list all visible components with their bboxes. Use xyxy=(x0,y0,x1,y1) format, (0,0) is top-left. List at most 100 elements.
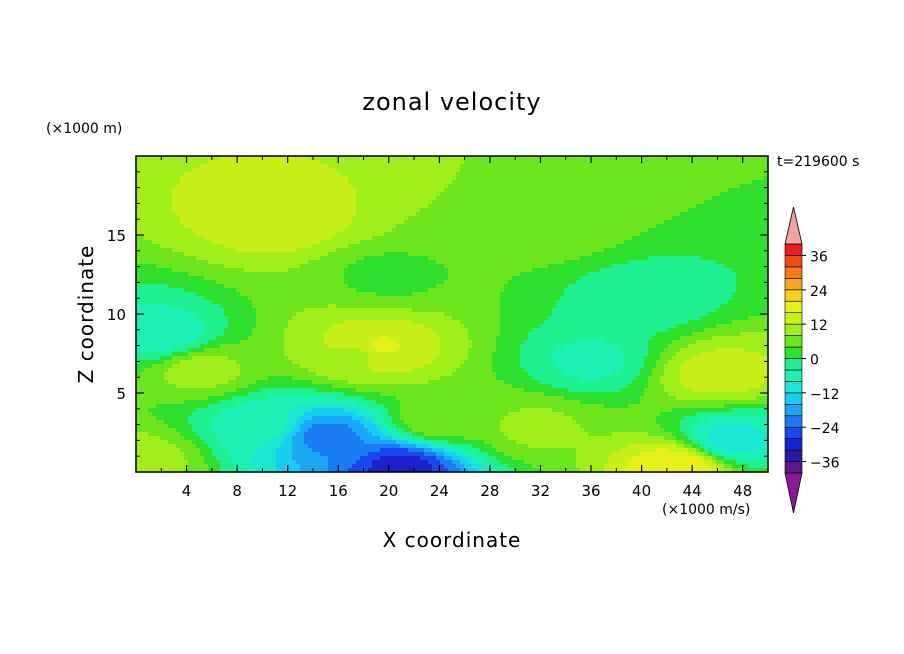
field-cell xyxy=(396,176,401,181)
field-cell xyxy=(488,268,493,273)
field-cell xyxy=(160,160,165,165)
field-cell xyxy=(560,256,565,261)
field-cell xyxy=(344,156,349,161)
field-cell xyxy=(580,216,585,221)
field-cell xyxy=(640,180,645,185)
field-cell xyxy=(360,208,365,213)
field-cell xyxy=(268,252,273,257)
field-cell xyxy=(492,216,497,221)
field-cell xyxy=(692,188,697,193)
field-cell xyxy=(700,228,705,233)
field-cell xyxy=(448,204,453,209)
field-cell xyxy=(332,224,337,229)
field-cell xyxy=(424,260,429,265)
field-cell xyxy=(444,236,449,241)
field-cell xyxy=(296,236,301,241)
field-cell xyxy=(372,188,377,193)
field-cell xyxy=(216,208,221,213)
field-cell xyxy=(460,196,465,201)
field-cell xyxy=(472,244,477,249)
field-cell xyxy=(288,220,293,225)
field-cell xyxy=(168,224,173,229)
field-cell xyxy=(448,176,453,181)
field-cell xyxy=(724,232,729,237)
field-cell xyxy=(724,180,729,185)
field-cell xyxy=(456,224,461,229)
field-cell xyxy=(356,160,361,165)
field-cell xyxy=(544,212,549,217)
field-cell xyxy=(676,172,681,177)
field-cell xyxy=(736,164,741,169)
field-cell xyxy=(584,208,589,213)
field-cell xyxy=(580,260,585,265)
field-cell xyxy=(388,168,393,173)
field-cell xyxy=(692,252,697,257)
field-cell xyxy=(632,212,637,217)
field-cell xyxy=(704,252,709,257)
field-cell xyxy=(688,208,693,213)
field-cell xyxy=(156,188,161,193)
field-cell xyxy=(292,184,297,189)
field-cell xyxy=(340,236,345,241)
field-cell xyxy=(564,264,569,269)
field-cell xyxy=(252,212,257,217)
field-cell xyxy=(664,248,669,253)
field-cell xyxy=(316,268,321,273)
field-cell xyxy=(204,172,209,177)
field-cell xyxy=(740,260,745,265)
field-cell xyxy=(528,180,533,185)
field-cell xyxy=(256,244,261,249)
field-cell xyxy=(664,236,669,241)
field-cell xyxy=(692,240,697,245)
field-cell xyxy=(228,208,233,213)
field-cell xyxy=(412,176,417,181)
field-cell xyxy=(296,272,301,277)
field-cell xyxy=(148,220,153,225)
field-cell xyxy=(600,156,605,161)
field-cell xyxy=(164,260,169,265)
field-cell xyxy=(660,192,665,197)
field-cell xyxy=(336,208,341,213)
field-cell xyxy=(528,260,533,265)
field-cell xyxy=(568,192,573,197)
field-cell xyxy=(268,264,273,269)
field-cell xyxy=(732,260,737,265)
field-cell xyxy=(632,260,637,265)
field-cell xyxy=(216,192,221,197)
field-cell xyxy=(452,180,457,185)
field-cell xyxy=(736,224,741,229)
field-cell xyxy=(220,224,225,229)
field-cell xyxy=(576,160,581,165)
field-cell xyxy=(440,240,445,245)
field-cell xyxy=(704,272,709,277)
field-cell xyxy=(420,168,425,173)
field-cell xyxy=(276,168,281,173)
field-cell xyxy=(728,276,733,281)
field-cell xyxy=(528,188,533,193)
field-cell xyxy=(264,244,269,249)
field-cell xyxy=(728,176,733,181)
field-cell xyxy=(360,244,365,249)
field-cell xyxy=(520,260,525,265)
field-cell xyxy=(208,228,213,233)
field-cell xyxy=(512,228,517,233)
field-cell xyxy=(316,236,321,241)
field-cell xyxy=(640,204,645,209)
field-cell xyxy=(328,248,333,253)
field-cell xyxy=(548,208,553,213)
field-cell xyxy=(560,212,565,217)
field-cell xyxy=(212,196,217,201)
field-cell xyxy=(604,224,609,229)
field-cell xyxy=(348,276,353,281)
field-cell xyxy=(704,168,709,173)
field-cell xyxy=(284,196,289,201)
field-cell xyxy=(732,196,737,201)
field-cell xyxy=(148,280,153,285)
field-cell xyxy=(580,212,585,217)
field-cell xyxy=(700,256,705,261)
field-cell xyxy=(276,236,281,241)
field-cell xyxy=(616,240,621,245)
field-cell xyxy=(196,240,201,245)
field-cell xyxy=(456,196,461,201)
field-cell xyxy=(628,176,633,181)
